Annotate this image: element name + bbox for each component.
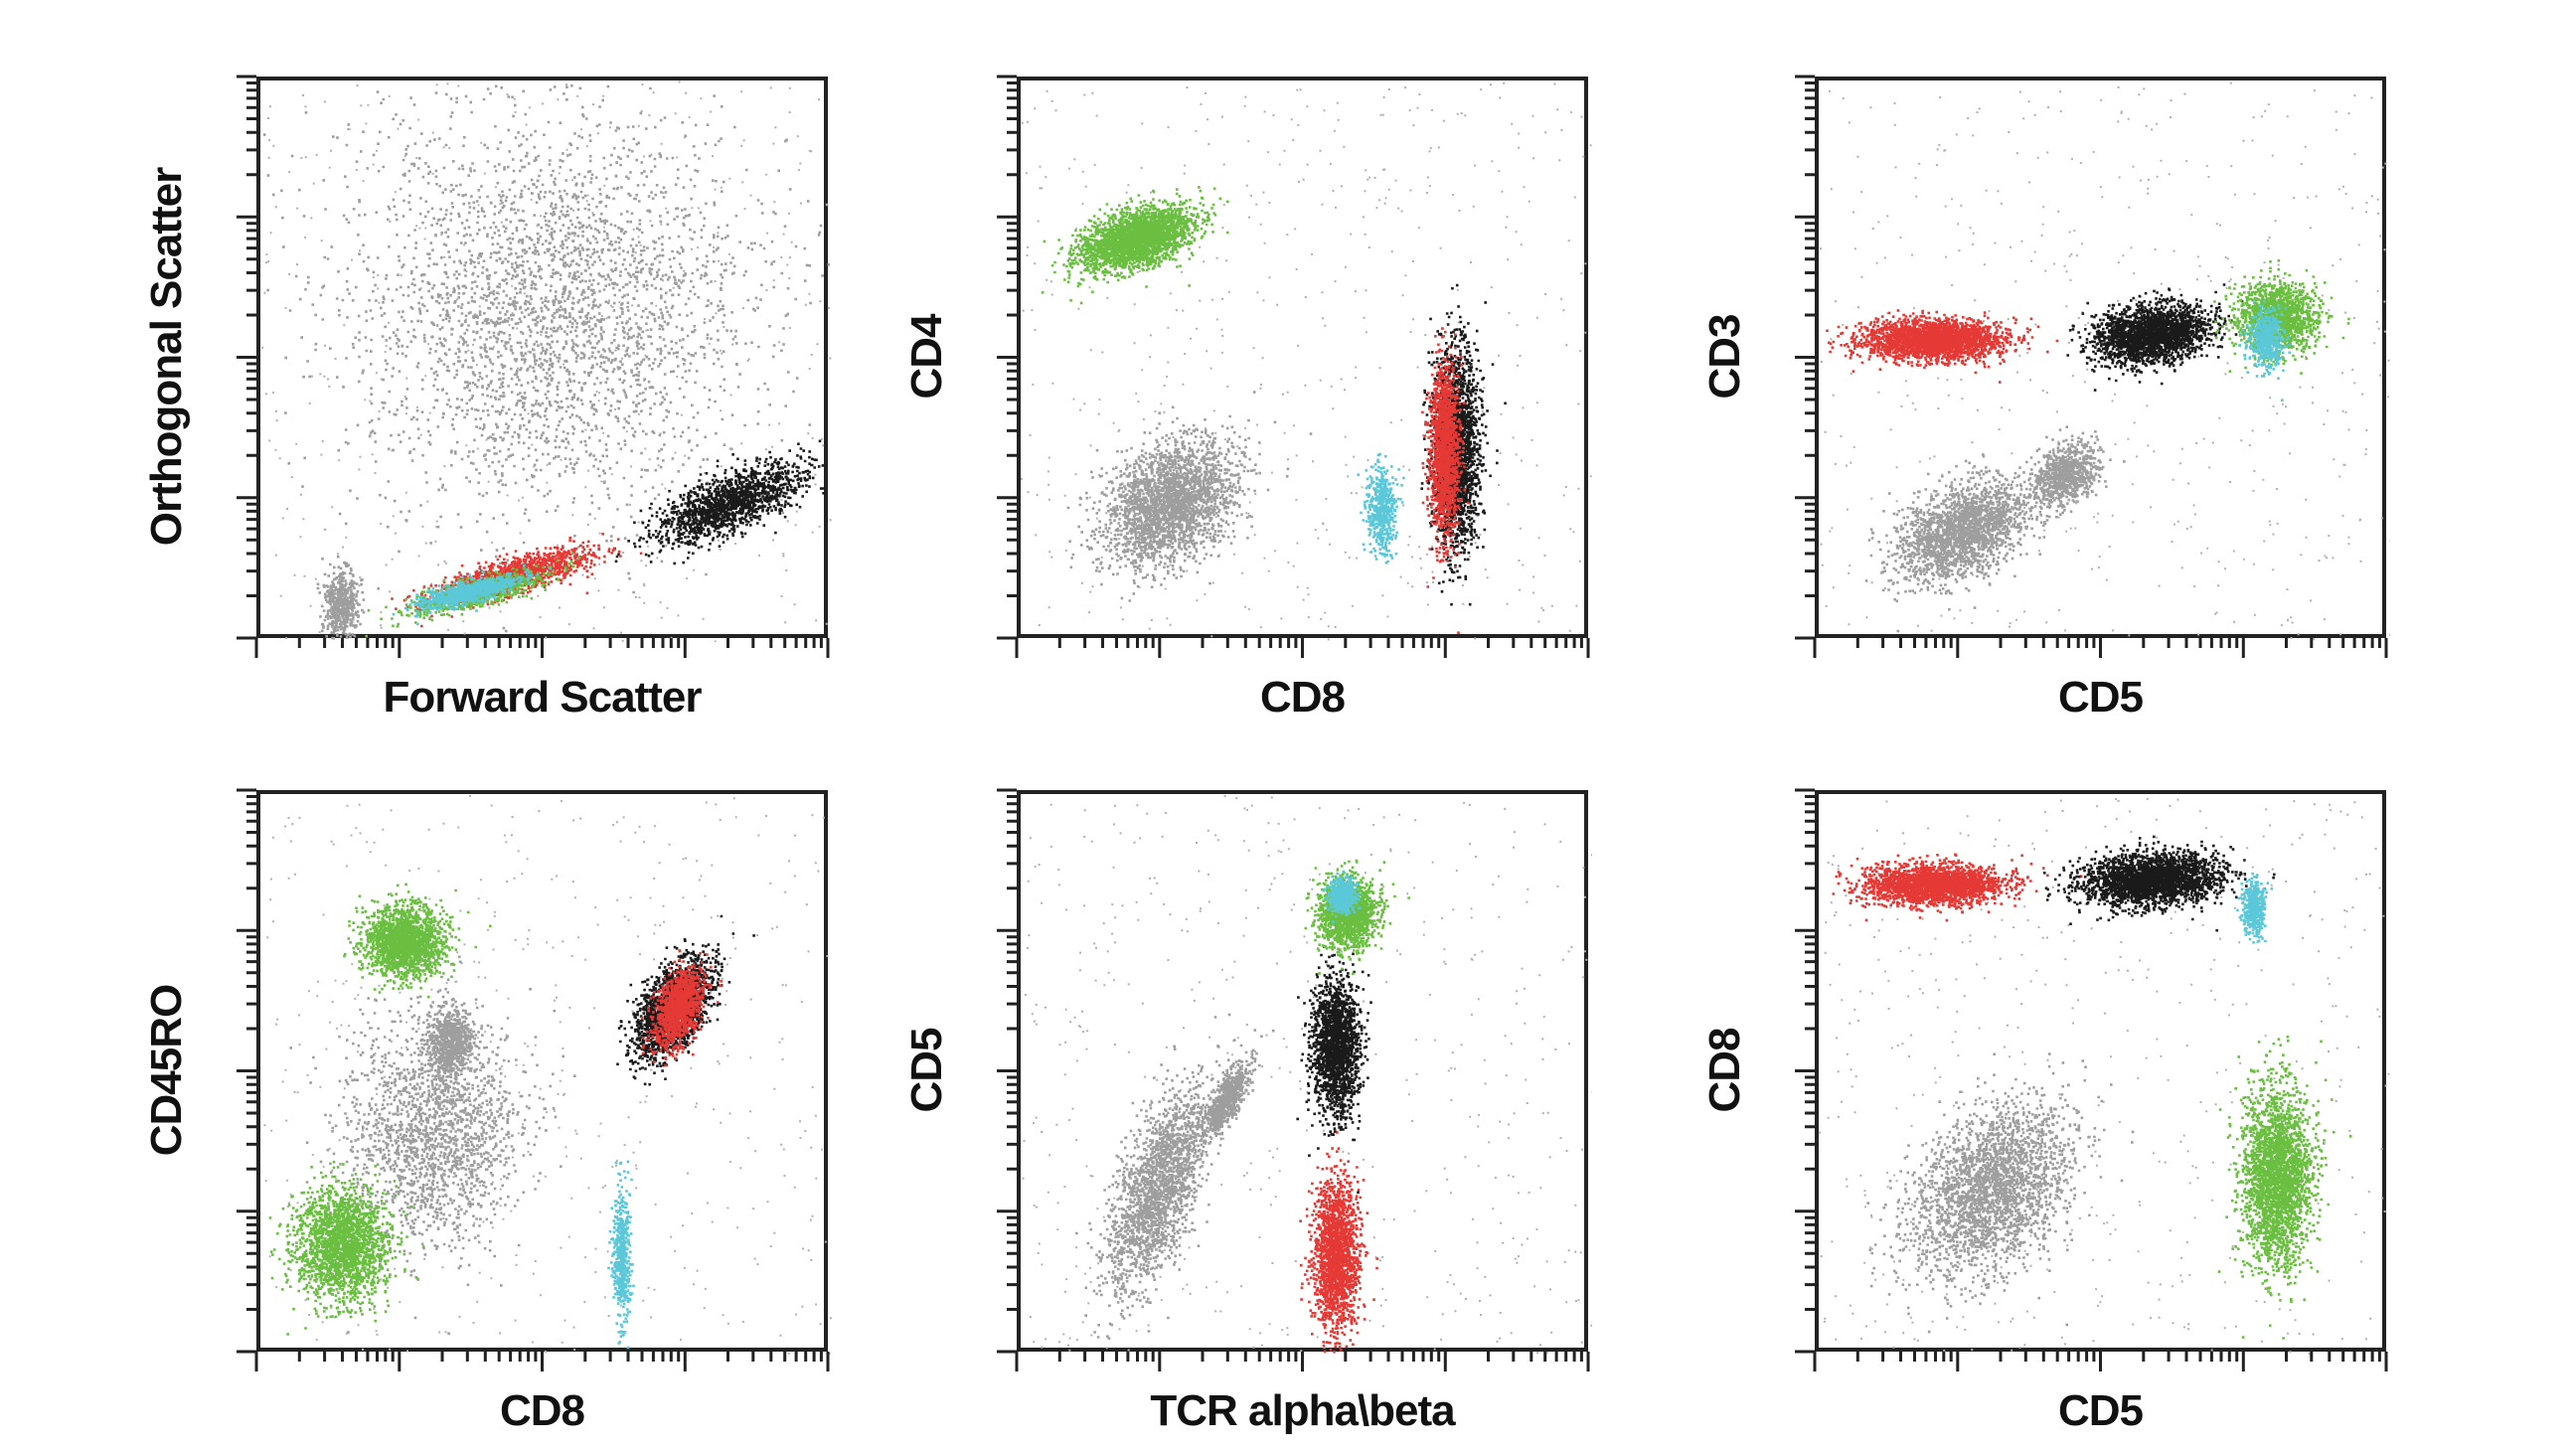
tick-marks — [237, 75, 830, 658]
scatter-plot-area — [256, 790, 832, 1356]
population-gray — [1075, 1013, 1243, 1340]
population-gray-mid — [409, 990, 490, 1104]
scatter-svg — [1022, 795, 1592, 1356]
scatter-plot-area — [1017, 77, 1592, 641]
tick-marks — [1795, 788, 2388, 1371]
population-cyan — [1322, 870, 1362, 923]
population-green — [2217, 1036, 2352, 1340]
y-axis-label-text: Orthogonal Scatter — [142, 167, 191, 547]
panel-cd5-cd3: CD3 CD5 — [1700, 75, 2390, 722]
x-axis-label: CD5 — [2057, 673, 2144, 722]
tick-marks — [997, 75, 1590, 658]
scatter-svg — [263, 795, 832, 1356]
x-axis-label: Forward Scatter — [383, 673, 703, 722]
population-gray-diag — [1197, 1029, 1275, 1149]
y-axis-label-text: CD4 — [902, 314, 951, 400]
population-red — [1421, 327, 1470, 634]
population-black — [2042, 835, 2276, 932]
axis-ticks — [1795, 75, 2388, 658]
y-axis-label-text: CD45RO — [142, 984, 191, 1157]
scatter-svg — [261, 80, 832, 642]
population-cyan — [607, 1160, 635, 1350]
population-cyan — [1357, 452, 1405, 564]
x-axis-label: CD8 — [1259, 673, 1346, 722]
scatter-svg — [1820, 81, 2390, 642]
population-red — [640, 949, 723, 1067]
y-axis-label-text: CD8 — [1700, 1028, 1749, 1113]
population-green-top — [343, 883, 492, 999]
population-gray — [1066, 391, 1313, 602]
population-green-bottom — [268, 1160, 425, 1336]
axis-ticks — [1795, 788, 2388, 1371]
axis-ticks — [237, 788, 830, 1371]
population-red — [1826, 309, 2059, 384]
population-gray-b — [2014, 425, 2126, 526]
tick-marks — [237, 788, 830, 1371]
population-green — [1304, 859, 1410, 975]
scatter-plot-area — [1815, 77, 2390, 642]
x-axis-label: CD8 — [499, 1386, 585, 1435]
scatter-plot-area — [256, 77, 832, 642]
panel-cd8-cd45ro: CD45RO CD8 — [142, 788, 832, 1435]
axis-ticks — [997, 75, 1590, 658]
axis-ticks — [237, 75, 830, 658]
scatter-plot-area — [1017, 790, 1592, 1356]
population-black — [1296, 945, 1372, 1195]
scatter-svg — [1819, 797, 2390, 1356]
x-axis-label: TCR alpha\beta — [1150, 1386, 1455, 1435]
population-cyan — [2236, 872, 2274, 944]
panel-tcr-cd5: CD5 TCR alpha\beta — [902, 788, 1592, 1435]
tick-marks — [1795, 75, 2388, 658]
scatter-svg — [1021, 81, 1592, 641]
population-cyan — [2238, 299, 2291, 402]
population-red — [1299, 1131, 1379, 1354]
y-axis-label-text: CD3 — [1700, 314, 1749, 400]
panel-cd5-cd8: CD8 CD5 — [1700, 788, 2390, 1435]
panel-forward-orthogonal: Orthogonal Scatter Forward Scatter — [142, 75, 832, 722]
population-red — [1832, 853, 2083, 922]
population-gray-low — [316, 555, 380, 640]
tick-marks — [997, 788, 1590, 1371]
population-gray — [1864, 435, 2105, 633]
population-cyan — [392, 564, 552, 626]
axis-ticks — [997, 788, 1590, 1371]
population-black — [2066, 283, 2275, 392]
population-black — [613, 439, 825, 565]
x-axis-label: CD5 — [2057, 1386, 2144, 1435]
panel-cd8-cd4: CD4 CD8 — [902, 75, 1592, 722]
population-green — [1041, 186, 1229, 305]
population-gray — [1866, 1052, 2135, 1334]
population-gray — [286, 955, 576, 1336]
scatter-plot-area — [1815, 790, 2390, 1356]
y-axis-label-text: CD5 — [902, 1028, 951, 1113]
